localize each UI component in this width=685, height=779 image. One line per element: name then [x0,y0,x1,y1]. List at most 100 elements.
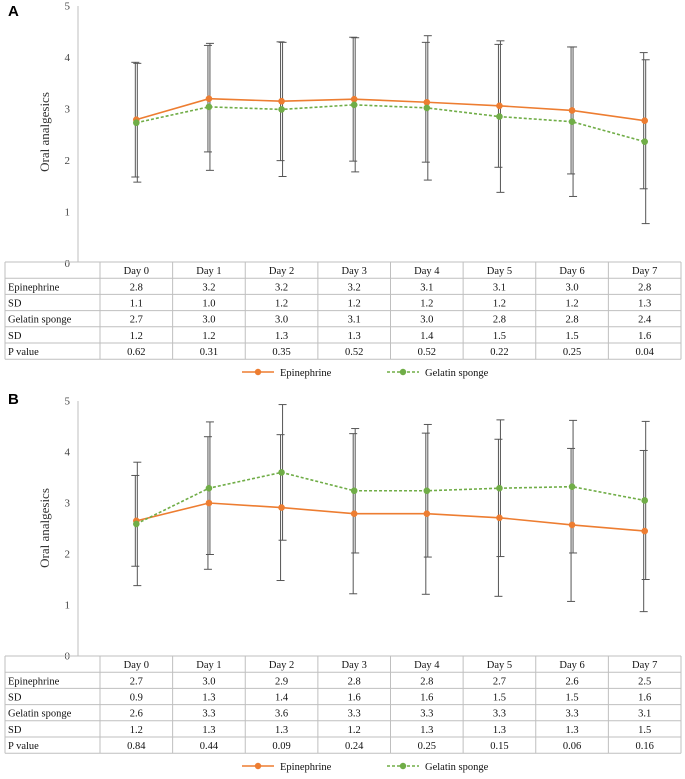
table-cell: 2.8 [493,315,506,326]
data-point [496,102,503,110]
table-cell: 0.84 [127,741,146,752]
table-cell: 0.35 [272,347,290,358]
legend-marker-epinephrine [254,368,262,376]
table-cell: 1.2 [275,299,288,310]
data-point [423,104,431,112]
legend-marker-gelatin-sponge [399,368,407,376]
table-cell: 2.7 [130,676,143,687]
table-cell: 1.1 [130,299,143,310]
table-cell: 1.2 [493,299,506,310]
table-header-cell: Day 7 [632,660,657,671]
table-cell: 0.24 [345,741,364,752]
table-header-cell: Day 1 [196,266,221,277]
data-point [133,119,140,127]
table-cell: 3.2 [275,282,288,293]
table-cell: 0.25 [563,347,581,358]
table-header-cell: Day 4 [414,660,440,671]
y-tick-label: 3 [65,498,71,510]
y-tick-label: 4 [65,447,71,459]
table-row-label: Epinephrine [8,676,60,687]
y-tick-label: 1 [65,207,71,219]
table-row-label: P value [8,347,39,358]
table-cell: 1.2 [348,725,361,736]
table-cell: 2.6 [130,709,143,720]
table-cell: 0.16 [636,741,654,752]
table-cell: 0.22 [490,347,508,358]
data-point [423,487,431,495]
table-cell: 1.6 [420,693,433,704]
table-cell: 0.09 [272,741,290,752]
data-point [568,107,576,114]
data-table: Day 0 Day 1 Day 2 Day 3 Day 4 Day 5 Day 6 Day 7… [4,655,682,754]
table-cell: 1.5 [493,693,506,704]
table-cell: 1.0 [202,299,215,310]
data-point [205,484,213,492]
table-cell: 1.2 [566,299,579,310]
table-cell: 1.5 [493,331,506,342]
table-cell: 1.3 [348,331,361,342]
y-tick-label: 4 [65,52,71,64]
data-point [350,487,358,495]
legend-label-gelatin-sponge: Gelatin sponge [425,762,489,773]
table-row-label: SD [8,299,22,310]
data-point [641,138,648,145]
table-cell: 1.6 [638,331,651,342]
table-cell: 3.1 [348,315,361,326]
table-cell: 1.3 [638,299,651,310]
y-tick-label: 0 [65,258,71,270]
legend-label-gelatin-sponge: Gelatin sponge [425,368,489,379]
series-line-epinephrine [136,502,645,532]
y-tick-label: 2 [65,155,71,167]
table-cell: 0.44 [200,741,219,752]
table-row-label: Epinephrine [8,282,60,293]
table-cell: 3.0 [202,315,215,326]
panel-b: B Oral analgesics 5 4 3 2 1 0 Day 0 Day 1… [4,391,682,773]
table-cell: 3.0 [420,315,433,326]
table-header-cell: Day 3 [342,266,367,277]
table-cell: 3.3 [493,709,506,720]
table-cell: 0.06 [563,741,581,752]
table-cell: 1.6 [638,693,651,704]
y-axis-label: Oral analgesics [37,92,52,172]
table-header-cell: Day 0 [124,660,149,671]
legend-marker-epinephrine [254,762,262,770]
legend-label-epinephrine: Epinephrine [280,762,332,773]
data-point [641,497,648,504]
table-cell: 3.1 [420,282,433,293]
series-line-gelatin-sponge [135,471,645,525]
table-cell: 1.3 [566,725,579,736]
table-cell: 1.5 [638,725,651,736]
table-cell: 3.1 [493,282,506,293]
y-tick-label: 5 [65,1,71,13]
table-cell: 2.8 [566,315,579,326]
table-cell: 1.5 [566,693,579,704]
table-cell: 1.3 [493,725,506,736]
legend: Epinephrine Gelatin sponge [242,762,489,773]
panel-a: A Oral analgesics 5 4 3 2 1 0 Day 0 Day 1… [4,1,682,379]
table-cell: 0.52 [345,347,363,358]
table-cell: 2.7 [130,315,143,326]
data-point [278,106,285,113]
table-cell: 3.0 [566,282,579,293]
data-point [133,520,140,528]
table-cell: 2.8 [130,282,143,293]
table-cell: 3.3 [566,709,579,720]
data-point [278,504,285,511]
table-cell: 0.04 [636,347,655,358]
table-cell: 3.3 [202,709,215,720]
table-cell: 1.4 [420,331,434,342]
table-header-cell: Day 1 [196,660,221,671]
table-cell: 2.5 [638,676,651,687]
data-point [496,113,503,120]
data-point [278,469,285,476]
table-cell: 0.25 [418,741,436,752]
table-row-label: SD [8,331,22,342]
table-cell: 2.8 [638,282,651,293]
data-point [568,118,576,126]
data-point [423,510,431,518]
y-tick-labels: 5 4 3 2 1 0 [65,396,71,663]
data-point [496,484,503,492]
data-point [350,101,358,109]
series-line-epinephrine [136,97,645,122]
